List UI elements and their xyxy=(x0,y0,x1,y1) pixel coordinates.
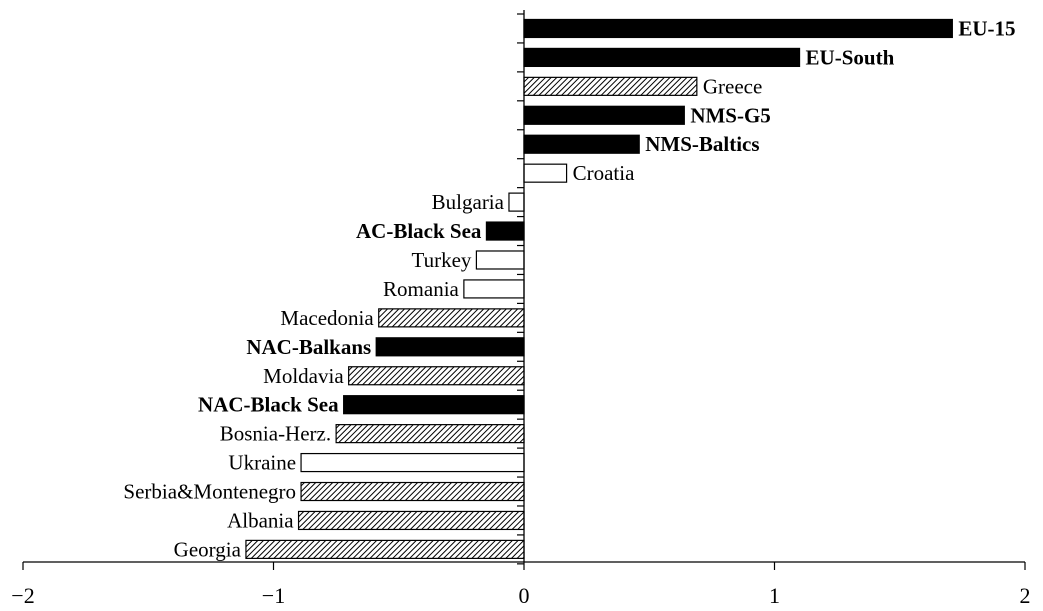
bar-label-ac-black-sea: AC-Black Sea xyxy=(356,219,482,243)
bar-label-macedonia: Macedonia xyxy=(280,306,374,330)
bar-greece xyxy=(523,76,698,96)
bar-eu-south xyxy=(523,47,801,68)
x-tick-label: 0 xyxy=(519,583,530,608)
bar-label-albania: Albania xyxy=(227,508,294,532)
bar-label-nms-g5: NMS-G5 xyxy=(690,103,771,127)
bars-layer xyxy=(245,18,953,559)
bar-label-moldavia: Moldavia xyxy=(263,364,344,388)
bar-label-turkey: Turkey xyxy=(411,248,471,272)
bar-bosnia-herz xyxy=(335,424,525,444)
bar-bulgaria xyxy=(508,192,525,212)
bar-label-bosnia-herz: Bosnia-Herz. xyxy=(220,422,331,446)
x-tick-label: −2 xyxy=(11,583,34,608)
bar-croatia xyxy=(523,163,568,183)
bar-label-nac-balkans: NAC-Balkans xyxy=(246,335,371,359)
bar-turkey xyxy=(475,250,525,270)
x-tick-label: 1 xyxy=(769,583,780,608)
bar-label-ukraine: Ukraine xyxy=(228,451,296,475)
bar-label-nac-black-sea: NAC-Black Sea xyxy=(198,393,339,417)
bar-nac-balkans xyxy=(375,337,525,357)
bar-label-nms-baltics: NMS-Baltics xyxy=(645,132,759,156)
bar-label-eu-south: EU-South xyxy=(806,45,895,69)
bar-ukraine xyxy=(300,452,525,473)
bar-macedonia xyxy=(378,308,525,328)
bar-label-georgia: Georgia xyxy=(174,537,242,561)
bar-label-serbia-and-montenegro: Serbia&Montenegro xyxy=(123,480,296,504)
bar-albania xyxy=(297,510,525,531)
bar-moldavia xyxy=(348,366,525,386)
bar-label-bulgaria: Bulgaria xyxy=(432,190,505,214)
x-tick-label: −1 xyxy=(262,583,285,608)
bar-georgia xyxy=(245,539,525,559)
bar-romania xyxy=(463,279,525,299)
labels-layer: EU-15 EU-South Greece NMS-G5 NMS-Baltics Croa… xyxy=(123,16,1015,561)
bar-label-romania: Romania xyxy=(383,277,459,301)
bar-label-greece: Greece xyxy=(703,74,762,98)
bar-nms-g5 xyxy=(523,105,685,125)
bar-nac-black-sea xyxy=(343,395,525,415)
bar-ac-black-sea xyxy=(485,221,525,241)
bar-label-croatia: Croatia xyxy=(573,161,635,185)
axes-layer: −2 −1 0 1 2 xyxy=(11,10,1031,608)
bar-label-eu-15: EU-15 xyxy=(958,16,1015,40)
bar-serbia-and-montenegro xyxy=(300,481,525,502)
x-tick-label: 2 xyxy=(1020,583,1031,608)
bar-nms-baltics xyxy=(523,134,640,154)
bar-eu-15 xyxy=(523,18,953,39)
